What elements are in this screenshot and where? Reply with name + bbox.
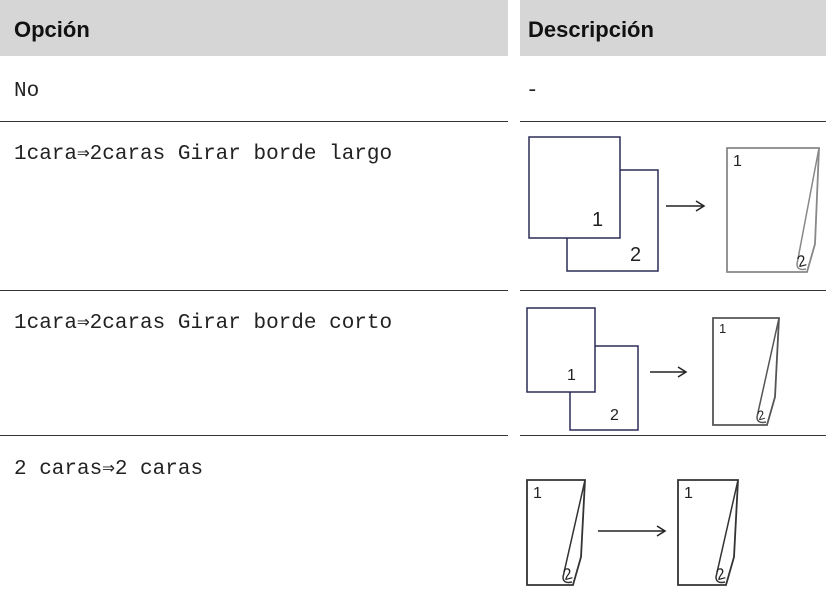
header-option: Opción — [0, 0, 508, 56]
page-label: 2 — [630, 244, 641, 266]
page-label: 1 — [567, 367, 576, 384]
option-text: 2 caras⇒2 caras — [14, 458, 204, 481]
page-fold — [715, 479, 739, 584]
page-fold — [562, 479, 586, 584]
page-label: 2 — [795, 252, 808, 271]
option-text: No — [14, 80, 40, 103]
folded-page — [712, 317, 780, 426]
folded-page — [726, 147, 820, 273]
page-label: 1 — [684, 485, 693, 502]
page-label: 2 — [610, 407, 619, 424]
folded-page — [526, 479, 586, 586]
header-description: Descripción — [520, 0, 826, 56]
option-text: 1cara⇒2caras Girar borde corto — [14, 312, 393, 335]
arrow-head — [677, 366, 688, 378]
page-label: 1 — [733, 153, 742, 170]
arrow-head — [656, 525, 667, 537]
page-label: 2 — [756, 407, 767, 423]
row-separator — [0, 435, 508, 436]
page-label: 1 — [592, 209, 603, 231]
folded-page — [677, 479, 739, 586]
row-separator — [0, 121, 508, 122]
arrow-head — [695, 200, 706, 212]
page-front — [526, 307, 596, 393]
option-text: 1cara⇒2caras Girar borde largo — [14, 143, 393, 166]
page-fold — [796, 147, 820, 271]
row-separator — [520, 121, 826, 122]
row-separator — [520, 290, 826, 291]
page-front — [528, 136, 621, 239]
page-label: 2 — [714, 565, 727, 584]
description-text: - — [526, 80, 539, 103]
page-label: 1 — [719, 321, 726, 336]
page-label: 2 — [561, 565, 574, 584]
page-label: 1 — [533, 485, 542, 502]
row-separator — [0, 290, 508, 291]
row-separator — [520, 435, 826, 436]
page-fold — [756, 317, 780, 424]
